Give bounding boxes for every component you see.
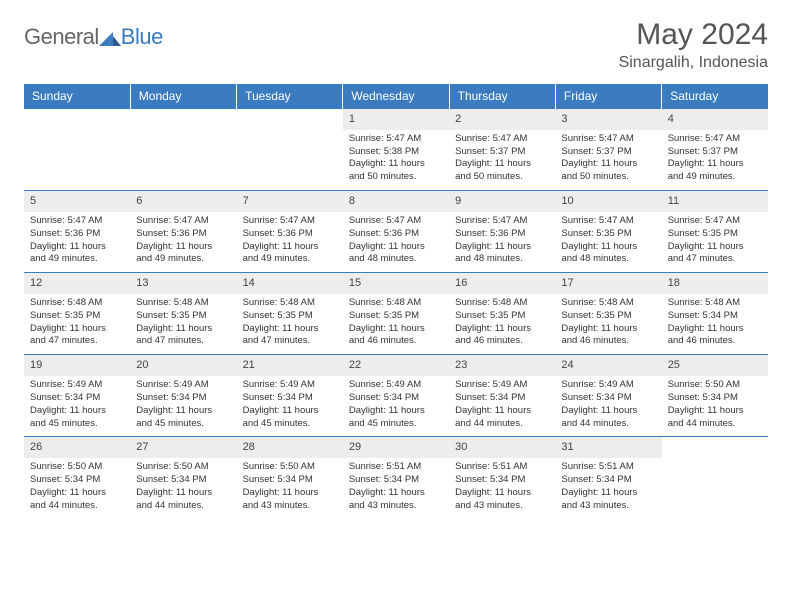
day-info: Sunrise: 5:51 AMSunset: 5:34 PMDaylight:… bbox=[449, 458, 555, 518]
day-number: 5 bbox=[24, 191, 130, 212]
day-info: Sunrise: 5:47 AMSunset: 5:36 PMDaylight:… bbox=[343, 212, 449, 273]
day-info: Sunrise: 5:47 AMSunset: 5:38 PMDaylight:… bbox=[343, 130, 449, 191]
title-block: May 2024 Sinargalih, Indonesia bbox=[619, 18, 768, 72]
day-number: 23 bbox=[449, 355, 555, 376]
day-number: 26 bbox=[24, 437, 130, 458]
day-info: Sunrise: 5:47 AMSunset: 5:36 PMDaylight:… bbox=[449, 212, 555, 273]
day-header: Sunday bbox=[24, 84, 130, 109]
day-info: Sunrise: 5:49 AMSunset: 5:34 PMDaylight:… bbox=[130, 376, 236, 437]
location: Sinargalih, Indonesia bbox=[619, 54, 768, 72]
day-info: Sunrise: 5:51 AMSunset: 5:34 PMDaylight:… bbox=[343, 458, 449, 518]
day-number bbox=[237, 109, 343, 130]
day-number: 9 bbox=[449, 191, 555, 212]
day-number: 14 bbox=[237, 273, 343, 294]
day-number: 27 bbox=[130, 437, 236, 458]
day-number: 15 bbox=[343, 273, 449, 294]
day-header: Friday bbox=[555, 84, 661, 109]
day-number: 2 bbox=[449, 109, 555, 130]
day-number: 6 bbox=[130, 191, 236, 212]
day-number: 22 bbox=[343, 355, 449, 376]
info-row: Sunrise: 5:47 AMSunset: 5:36 PMDaylight:… bbox=[24, 212, 768, 273]
info-row: Sunrise: 5:47 AMSunset: 5:38 PMDaylight:… bbox=[24, 130, 768, 191]
day-number: 10 bbox=[555, 191, 661, 212]
triangle-icon bbox=[99, 28, 121, 46]
day-number: 4 bbox=[662, 109, 768, 130]
day-header-row: SundayMondayTuesdayWednesdayThursdayFrid… bbox=[24, 84, 768, 109]
day-info: Sunrise: 5:47 AMSunset: 5:35 PMDaylight:… bbox=[555, 212, 661, 273]
day-info: Sunrise: 5:47 AMSunset: 5:36 PMDaylight:… bbox=[237, 212, 343, 273]
month-title: May 2024 bbox=[619, 18, 768, 52]
day-number: 31 bbox=[555, 437, 661, 458]
day-info: Sunrise: 5:47 AMSunset: 5:37 PMDaylight:… bbox=[555, 130, 661, 191]
daynum-row: 1234 bbox=[24, 109, 768, 130]
day-header: Monday bbox=[130, 84, 236, 109]
day-number: 7 bbox=[237, 191, 343, 212]
day-info: Sunrise: 5:47 AMSunset: 5:37 PMDaylight:… bbox=[449, 130, 555, 191]
day-info: Sunrise: 5:49 AMSunset: 5:34 PMDaylight:… bbox=[237, 376, 343, 437]
day-info: Sunrise: 5:48 AMSunset: 5:35 PMDaylight:… bbox=[449, 294, 555, 355]
day-number: 12 bbox=[24, 273, 130, 294]
day-info: Sunrise: 5:48 AMSunset: 5:35 PMDaylight:… bbox=[343, 294, 449, 355]
day-info: Sunrise: 5:49 AMSunset: 5:34 PMDaylight:… bbox=[555, 376, 661, 437]
header: General Blue May 2024 Sinargalih, Indone… bbox=[24, 18, 768, 72]
logo-text-a: General bbox=[24, 24, 99, 50]
logo: General Blue bbox=[24, 18, 163, 50]
day-info: Sunrise: 5:47 AMSunset: 5:35 PMDaylight:… bbox=[662, 212, 768, 273]
day-number: 24 bbox=[555, 355, 661, 376]
info-row: Sunrise: 5:48 AMSunset: 5:35 PMDaylight:… bbox=[24, 294, 768, 355]
day-info: Sunrise: 5:50 AMSunset: 5:34 PMDaylight:… bbox=[662, 376, 768, 437]
day-info: Sunrise: 5:49 AMSunset: 5:34 PMDaylight:… bbox=[343, 376, 449, 437]
day-info: Sunrise: 5:51 AMSunset: 5:34 PMDaylight:… bbox=[555, 458, 661, 518]
day-number: 8 bbox=[343, 191, 449, 212]
info-row: Sunrise: 5:50 AMSunset: 5:34 PMDaylight:… bbox=[24, 458, 768, 518]
daynum-row: 19202122232425 bbox=[24, 355, 768, 376]
day-number bbox=[662, 437, 768, 458]
day-info: Sunrise: 5:48 AMSunset: 5:35 PMDaylight:… bbox=[237, 294, 343, 355]
day-info: Sunrise: 5:50 AMSunset: 5:34 PMDaylight:… bbox=[130, 458, 236, 518]
day-info: Sunrise: 5:48 AMSunset: 5:35 PMDaylight:… bbox=[555, 294, 661, 355]
day-number: 20 bbox=[130, 355, 236, 376]
day-info bbox=[130, 130, 236, 191]
day-info: Sunrise: 5:49 AMSunset: 5:34 PMDaylight:… bbox=[449, 376, 555, 437]
day-number: 19 bbox=[24, 355, 130, 376]
day-number: 21 bbox=[237, 355, 343, 376]
daynum-row: 262728293031 bbox=[24, 437, 768, 458]
day-number bbox=[24, 109, 130, 130]
day-info bbox=[24, 130, 130, 191]
day-number: 1 bbox=[343, 109, 449, 130]
day-info: Sunrise: 5:48 AMSunset: 5:34 PMDaylight:… bbox=[662, 294, 768, 355]
day-number: 13 bbox=[130, 273, 236, 294]
day-info bbox=[662, 458, 768, 518]
day-info: Sunrise: 5:49 AMSunset: 5:34 PMDaylight:… bbox=[24, 376, 130, 437]
day-info: Sunrise: 5:48 AMSunset: 5:35 PMDaylight:… bbox=[130, 294, 236, 355]
day-number: 25 bbox=[662, 355, 768, 376]
daynum-row: 567891011 bbox=[24, 191, 768, 212]
day-number: 17 bbox=[555, 273, 661, 294]
day-number bbox=[130, 109, 236, 130]
day-info: Sunrise: 5:48 AMSunset: 5:35 PMDaylight:… bbox=[24, 294, 130, 355]
day-number: 16 bbox=[449, 273, 555, 294]
day-number: 11 bbox=[662, 191, 768, 212]
day-info: Sunrise: 5:50 AMSunset: 5:34 PMDaylight:… bbox=[24, 458, 130, 518]
day-number: 18 bbox=[662, 273, 768, 294]
day-header: Saturday bbox=[662, 84, 768, 109]
day-header: Tuesday bbox=[237, 84, 343, 109]
day-number: 29 bbox=[343, 437, 449, 458]
day-info bbox=[237, 130, 343, 191]
day-number: 3 bbox=[555, 109, 661, 130]
day-number: 30 bbox=[449, 437, 555, 458]
calendar-table: SundayMondayTuesdayWednesdayThursdayFrid… bbox=[24, 84, 768, 518]
calendar-page: General Blue May 2024 Sinargalih, Indone… bbox=[0, 0, 792, 528]
day-header: Thursday bbox=[449, 84, 555, 109]
day-number: 28 bbox=[237, 437, 343, 458]
day-info: Sunrise: 5:50 AMSunset: 5:34 PMDaylight:… bbox=[237, 458, 343, 518]
day-info: Sunrise: 5:47 AMSunset: 5:36 PMDaylight:… bbox=[130, 212, 236, 273]
day-info: Sunrise: 5:47 AMSunset: 5:36 PMDaylight:… bbox=[24, 212, 130, 273]
daynum-row: 12131415161718 bbox=[24, 273, 768, 294]
day-info: Sunrise: 5:47 AMSunset: 5:37 PMDaylight:… bbox=[662, 130, 768, 191]
logo-text-b: Blue bbox=[121, 24, 163, 49]
info-row: Sunrise: 5:49 AMSunset: 5:34 PMDaylight:… bbox=[24, 376, 768, 437]
day-header: Wednesday bbox=[343, 84, 449, 109]
